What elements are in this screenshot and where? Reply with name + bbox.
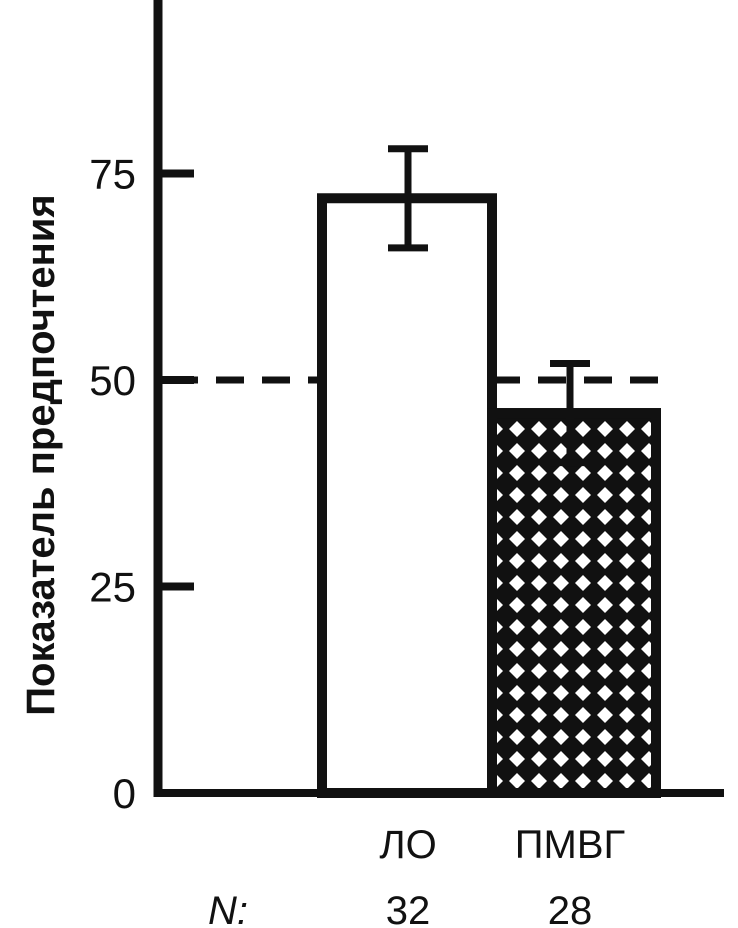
y-ticks: 0 25 50 75 bbox=[89, 150, 194, 817]
y-tick-label-0: 0 bbox=[113, 770, 136, 817]
n-value-pmvg: 28 bbox=[548, 889, 593, 928]
bar-pmvg bbox=[487, 408, 661, 798]
category-label-lo: ЛО bbox=[379, 823, 436, 867]
bars bbox=[317, 193, 661, 798]
bar-lo bbox=[317, 193, 497, 798]
error-bars bbox=[388, 145, 590, 467]
y-tick-label-50: 50 bbox=[89, 357, 136, 404]
n-label: N: bbox=[208, 889, 248, 928]
y-tick-label-25: 25 bbox=[89, 563, 136, 610]
category-label-pmvg: ПМВГ bbox=[515, 823, 625, 867]
n-value-lo: 32 bbox=[386, 889, 431, 928]
y-axis-label: Показатель предпочтения bbox=[19, 194, 63, 715]
y-tick-label-75: 75 bbox=[89, 150, 136, 197]
